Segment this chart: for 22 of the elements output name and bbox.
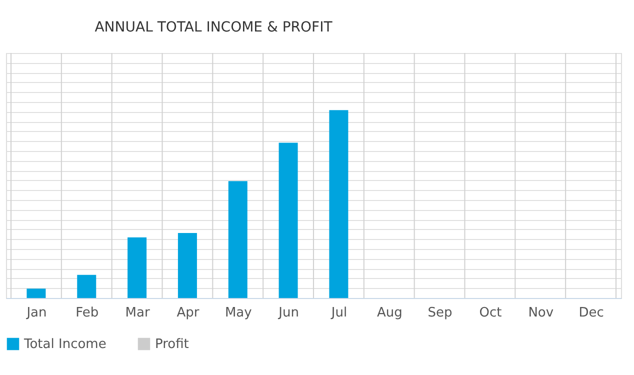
chart-title: ANNUAL TOTAL INCOME & PROFIT	[94, 20, 333, 36]
x-tick-label: Mar	[125, 306, 150, 320]
x-tick-label: May	[224, 306, 252, 320]
x-tick-label: Oct	[479, 306, 502, 320]
bar	[128, 237, 147, 298]
x-tick-label: Jan	[26, 306, 47, 320]
x-tick-label: Jul	[330, 306, 348, 320]
bar	[26, 288, 46, 298]
x-tick-label: Jun	[278, 306, 299, 320]
x-tick-label: Aug	[376, 306, 402, 320]
legend-label: Profit	[155, 337, 189, 352]
x-tick-label: Dec	[578, 306, 604, 320]
x-tick-label: Apr	[176, 306, 200, 320]
x-tick-label: Feb	[76, 306, 99, 320]
bar	[77, 274, 96, 298]
legend-label: Total Income	[23, 337, 106, 352]
bar	[329, 110, 348, 298]
bar	[178, 232, 197, 298]
bar	[278, 142, 298, 298]
bar	[228, 181, 248, 298]
x-tick-label: Nov	[528, 306, 554, 320]
x-tick-label: Sep	[428, 306, 452, 320]
